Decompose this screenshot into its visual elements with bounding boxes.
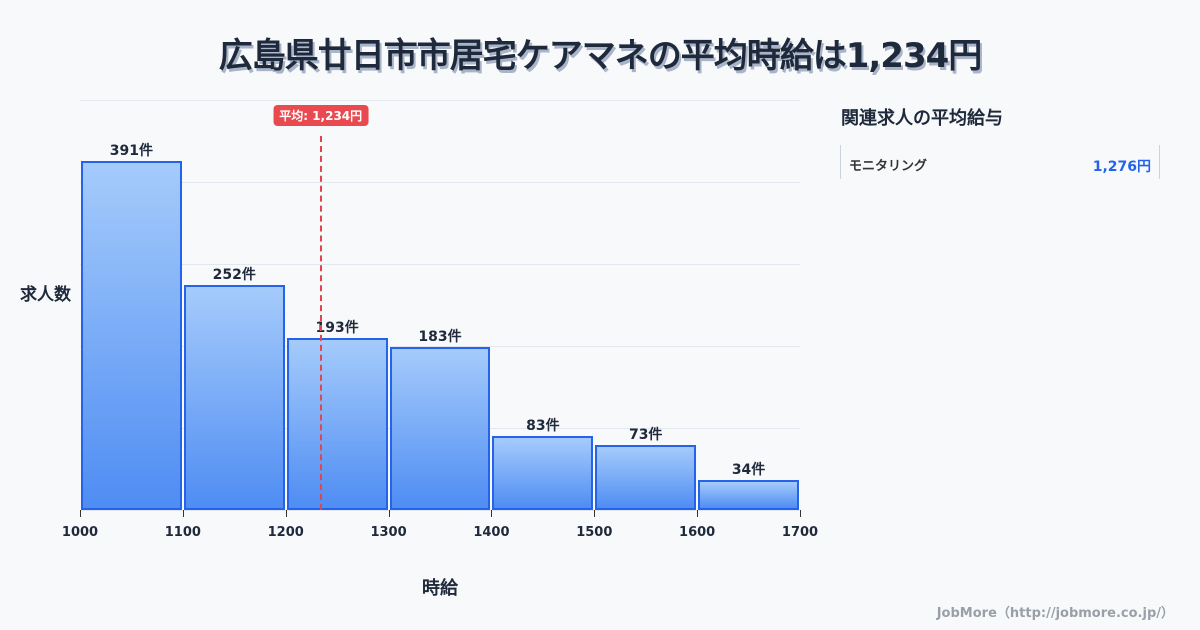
related-salary-title: 関連求人の平均給与 <box>841 108 1003 129</box>
x-tick-label: 1100 <box>164 525 201 540</box>
x-tick <box>285 510 287 517</box>
gridline <box>80 510 800 511</box>
related-job-name: モニタリング <box>849 159 928 174</box>
related-job-salary: 1,276円 <box>1092 159 1151 175</box>
bar-value-label: 252件 <box>212 266 256 283</box>
x-tick <box>697 510 699 517</box>
histogram-bar[interactable] <box>389 346 491 510</box>
histogram-bar[interactable] <box>286 337 388 510</box>
histogram-bar[interactable] <box>595 444 697 510</box>
gridline <box>80 264 800 265</box>
histogram-bar[interactable] <box>183 284 285 510</box>
mean-badge: 平均: 1,234円 <box>273 105 369 126</box>
x-tick-label: 1400 <box>473 525 510 540</box>
gridline <box>80 100 800 101</box>
gridline <box>80 346 800 347</box>
mean-line <box>319 136 322 510</box>
x-tick <box>182 510 184 517</box>
x-tick-label: 1000 <box>61 525 99 540</box>
histogram-bar[interactable] <box>81 160 182 510</box>
histogram-plot: 391件 252件 193件 183件 83件 73件 34件 平均: 1,234円 <box>80 100 800 511</box>
gridline <box>80 182 800 183</box>
bar-value-label: 34件 <box>731 461 766 478</box>
x-tick-label: 1500 <box>576 525 613 540</box>
histogram-bar[interactable] <box>698 479 799 510</box>
y-axis-label: 求人数 <box>20 285 71 305</box>
x-tick <box>800 510 801 517</box>
x-tick-label: 1700 <box>781 525 819 540</box>
bar-value-label: 83件 <box>526 417 560 434</box>
bar-value-label: 183件 <box>418 328 462 345</box>
histogram-bar[interactable] <box>492 435 594 510</box>
x-tick-label: 1200 <box>267 525 304 540</box>
x-axis: 1000 1100 1200 1300 1400 1500 1600 1700 <box>62 510 818 540</box>
x-tick <box>594 510 596 517</box>
related-salary-item[interactable]: モニタリング 1,276円 <box>840 145 1160 179</box>
chart-title: 広島県廿日市市居宅ケアマネの平均時給は1,234円 <box>218 36 983 76</box>
x-tick-label: 1600 <box>679 525 716 540</box>
x-tick <box>388 510 390 517</box>
bar-value-label: 391件 <box>109 142 154 159</box>
x-tick <box>80 510 81 517</box>
bar-value-label: 73件 <box>628 426 663 443</box>
x-tick <box>491 510 493 517</box>
source-credit: JobMore（http://jobmore.co.jp/） <box>936 606 1174 621</box>
x-axis-label: 時給 <box>422 578 458 599</box>
x-tick-label: 1300 <box>370 525 407 540</box>
bar-value-label: 193件 <box>315 319 359 336</box>
